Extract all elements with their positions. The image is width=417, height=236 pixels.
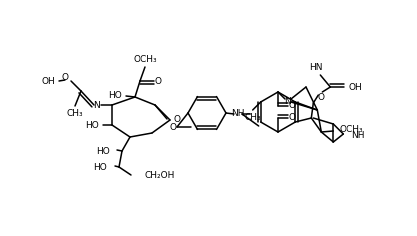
Text: OCH₃: OCH₃ [133, 55, 157, 64]
Text: OH: OH [348, 83, 362, 92]
Text: HO: HO [85, 121, 99, 130]
Text: N: N [285, 97, 291, 106]
Text: HN: HN [309, 63, 323, 72]
Text: O: O [155, 76, 161, 85]
Text: CH₂OH: CH₂OH [145, 170, 176, 180]
Text: O: O [318, 93, 325, 102]
Text: CH₃: CH₃ [244, 114, 261, 122]
Text: CH₃: CH₃ [67, 109, 83, 118]
Text: HO: HO [93, 164, 107, 173]
Text: OH: OH [41, 76, 55, 85]
Text: N: N [94, 101, 100, 110]
Text: NH: NH [351, 131, 365, 140]
Text: OCH₃: OCH₃ [339, 126, 363, 135]
Text: O: O [289, 101, 296, 110]
Text: O: O [169, 122, 176, 131]
Text: O: O [61, 73, 68, 83]
Text: HO: HO [96, 148, 110, 156]
Text: O: O [174, 114, 181, 123]
Text: HO: HO [108, 90, 122, 100]
Text: O: O [289, 114, 296, 122]
Text: NH: NH [231, 110, 245, 118]
